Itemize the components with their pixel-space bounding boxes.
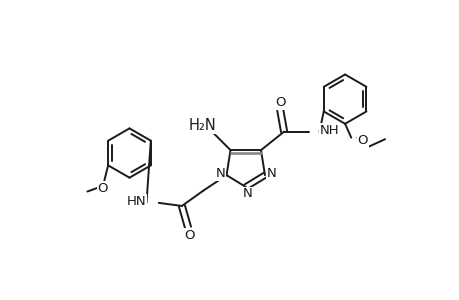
Text: NH: NH	[319, 124, 338, 136]
Text: O: O	[97, 182, 108, 195]
Text: N: N	[242, 187, 252, 200]
Text: N: N	[266, 167, 276, 180]
Text: O: O	[184, 229, 195, 242]
Text: O: O	[274, 96, 285, 109]
Text: O: O	[357, 134, 367, 147]
Text: HN: HN	[127, 195, 146, 208]
Text: H₂N: H₂N	[189, 118, 216, 133]
Text: N: N	[215, 167, 225, 180]
